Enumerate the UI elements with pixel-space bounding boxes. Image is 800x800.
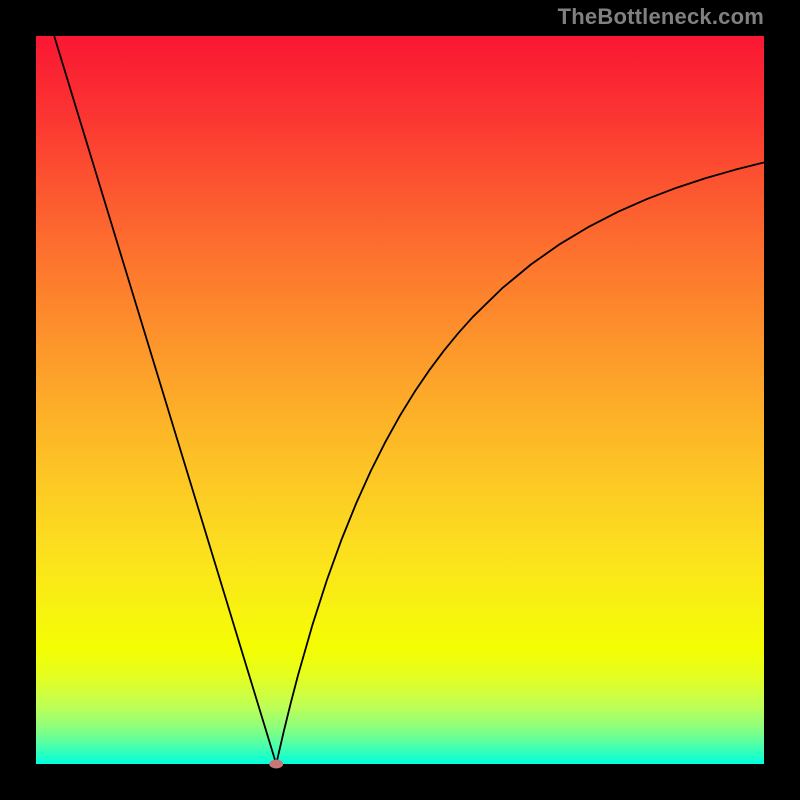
plot-area bbox=[36, 36, 764, 764]
curve-layer bbox=[36, 36, 764, 764]
bottleneck-curve bbox=[54, 36, 764, 764]
watermark-text: TheBottleneck.com bbox=[558, 4, 764, 30]
minimum-marker bbox=[269, 760, 283, 769]
